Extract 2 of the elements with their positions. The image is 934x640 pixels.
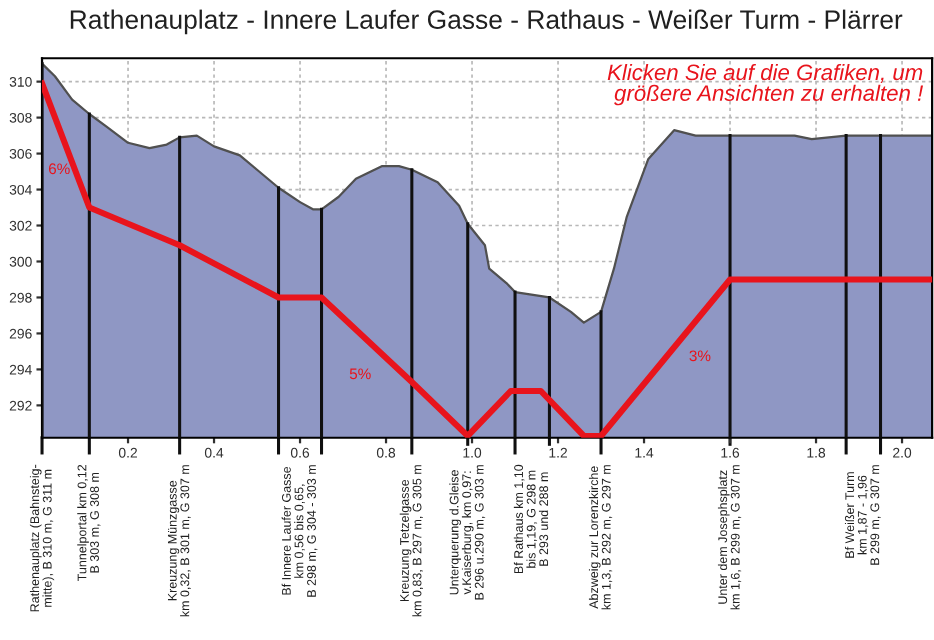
- chart-title: Rathenauplatz - Innere Laufer Gasse - Rathaus - Weißer Turm - Plärrer: [70, 9, 903, 35]
- annotation: Klicken Sie auf die Grafiken, um größere Ansichten zu erhalten !: [607, 63, 924, 106]
